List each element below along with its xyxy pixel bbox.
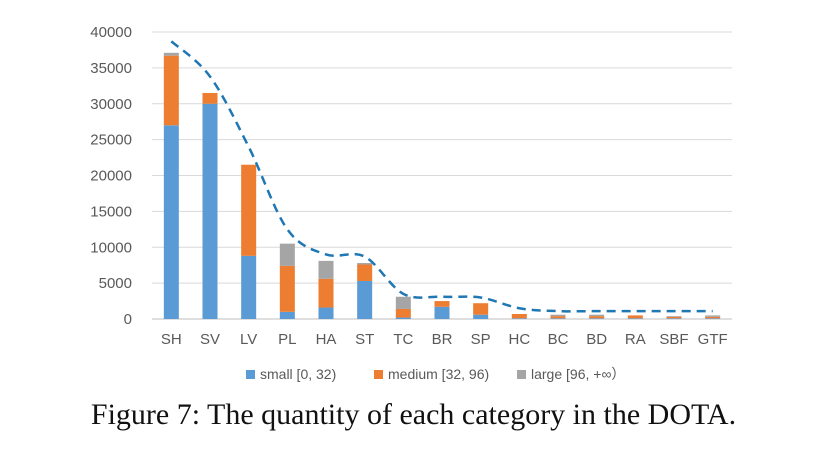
bar-sbf-series-1 <box>666 316 682 319</box>
y-tick-label: 0 <box>124 311 132 328</box>
x-tick-label: ST <box>355 331 374 348</box>
bar-sv-series-1 <box>202 92 218 104</box>
bar-sh-series-0 <box>163 125 179 320</box>
y-tick-label: 20000 <box>90 168 132 185</box>
x-tick-label: HC <box>508 331 530 348</box>
bar-sp-series-0 <box>473 314 489 319</box>
bar-gtf-series-2 <box>705 315 721 317</box>
legend: small [0, 32) medium [32, 96) large [96, +… <box>246 366 625 382</box>
figure-caption: Figure 7: The quantity of each category … <box>90 398 737 431</box>
bar-sbf-series-0 <box>666 318 682 319</box>
bar-br-series-1 <box>434 301 450 307</box>
x-tick-label: BC <box>548 331 569 348</box>
bar-bc-series-1 <box>550 316 566 319</box>
y-tick-label: 15000 <box>90 203 132 220</box>
bar-st-series-1 <box>357 264 373 281</box>
x-tick-label: RA <box>625 331 646 348</box>
y-axis-ticks: 0 5000 10000 15000 20000 25000 30000 35000 40000 <box>90 24 132 328</box>
x-tick-label: BR <box>432 331 453 348</box>
legend-swatch <box>517 370 526 379</box>
x-tick-label: HA <box>316 331 337 348</box>
x-tick-label: LV <box>240 331 257 348</box>
legend-label: medium [32, 96) <box>388 366 489 382</box>
bar-br-series-0 <box>434 306 450 319</box>
bar-sv-series-0 <box>202 103 218 319</box>
bars <box>163 52 721 320</box>
x-tick-label: SP <box>471 331 491 348</box>
bar-sh-series-2 <box>163 52 179 56</box>
bar-pl-series-2 <box>279 243 295 266</box>
bar-hc-series-0 <box>511 318 527 319</box>
bar-ra-series-1 <box>627 315 643 319</box>
bar-tc-series-0 <box>395 317 411 319</box>
bar-ha-series-2 <box>318 260 334 279</box>
y-tick-label: 35000 <box>90 60 132 77</box>
bar-pl-series-0 <box>279 311 295 319</box>
bar-sbf-series-2 <box>666 316 682 317</box>
bar-sh-series-1 <box>163 55 179 126</box>
bar-lv-series-1 <box>241 164 257 256</box>
bar-pl-series-1 <box>279 265 295 312</box>
y-tick-label: 5000 <box>99 275 132 292</box>
bar-ra-series-0 <box>627 318 643 319</box>
x-tick-label: GTF <box>698 331 728 348</box>
x-tick-label: TC <box>393 331 413 348</box>
bar-ha-series-0 <box>318 307 334 319</box>
x-tick-label: PL <box>278 331 296 348</box>
bar-gtf-series-1 <box>705 316 721 319</box>
y-tick-label: 40000 <box>90 24 132 41</box>
gridlines <box>152 31 732 320</box>
y-tick-label: 30000 <box>90 96 132 113</box>
bar-bd-series-2 <box>589 314 605 317</box>
x-tick-label: SH <box>161 331 182 348</box>
bar-st-series-0 <box>357 280 373 319</box>
legend-swatch <box>374 370 383 379</box>
y-tick-label: 10000 <box>90 239 132 256</box>
legend-label: large [96, +∞） <box>531 366 625 382</box>
legend-label: small [0, 32) <box>260 366 336 382</box>
x-tick-label: SBF <box>659 331 688 348</box>
x-axis-ticks: SH SV LV PL HA ST TC BR SP HC BC BD RA SBF GTF <box>161 331 728 348</box>
stacked-bar-chart: 0 5000 10000 15000 20000 25000 30000 35000 40000… <box>90 24 732 382</box>
bar-bd-series-1 <box>589 316 605 319</box>
bar-tc-series-1 <box>395 308 411 318</box>
bar-hc-series-1 <box>511 313 527 319</box>
bar-bc-series-0 <box>550 318 566 319</box>
bar-gtf-series-0 <box>705 318 721 319</box>
y-tick-label: 25000 <box>90 132 132 149</box>
bar-st-series-2 <box>357 263 373 265</box>
bar-lv-series-0 <box>241 255 257 319</box>
bar-ha-series-1 <box>318 278 334 308</box>
bar-sp-series-1 <box>473 303 489 315</box>
bar-bc-series-2 <box>550 314 566 317</box>
legend-swatch <box>246 370 255 379</box>
bar-tc-series-2 <box>395 296 411 309</box>
x-tick-label: SV <box>200 331 220 348</box>
bar-bd-series-0 <box>589 318 605 319</box>
x-tick-label: BD <box>586 331 607 348</box>
